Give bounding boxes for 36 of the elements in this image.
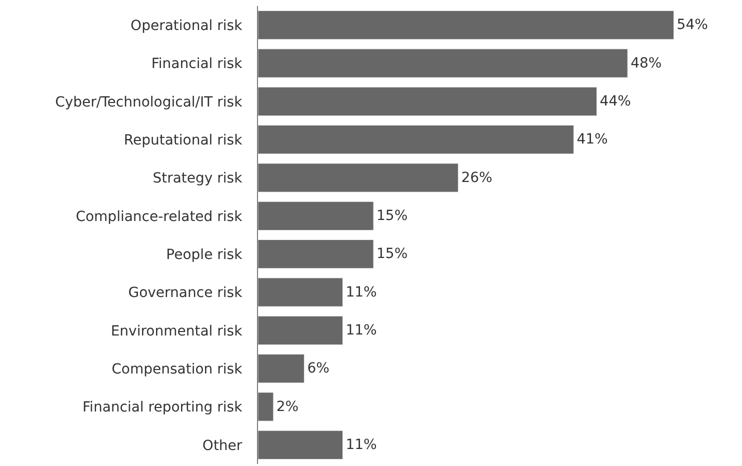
bar: [258, 10, 674, 40]
y-tick-label: Financial risk: [151, 56, 244, 72]
y-tick-label: Compensation risk: [112, 361, 244, 378]
bar: [258, 240, 374, 269]
y-tick-label: People risk: [166, 246, 244, 263]
bar: [258, 86, 598, 116]
bar: [258, 278, 343, 307]
data-label: 11%: [346, 284, 377, 300]
data-label: 2%: [276, 398, 299, 415]
data-label: 11%: [346, 436, 377, 453]
y-tick-label: Governance risk: [128, 285, 244, 302]
y-tick-label: Compliance-related risk: [76, 208, 244, 225]
data-label: 48%: [630, 55, 662, 72]
data-label: 11%: [346, 322, 377, 338]
data-label: 44%: [600, 93, 631, 110]
bar: [258, 354, 304, 384]
bar: [258, 125, 574, 154]
bar: [258, 430, 343, 460]
y-tick-label: Environmental risk: [110, 323, 244, 340]
y-tick-label: Strategy risk: [152, 170, 244, 187]
data-label: 54%: [676, 17, 708, 34]
bar: [258, 48, 628, 78]
data-label: 6%: [307, 360, 330, 377]
y-tick-label: Other: [202, 438, 242, 454]
y-tick-label: Cyber/Technological/IT risk: [55, 94, 244, 110]
bar: [258, 316, 343, 345]
data-label: 41%: [576, 132, 608, 148]
bar: [258, 201, 374, 230]
data-label: 15%: [376, 208, 408, 224]
bar: [258, 392, 274, 422]
bar: [258, 163, 458, 192]
y-tick-label: Financial reporting risk: [82, 400, 244, 416]
data-label: 26%: [461, 170, 492, 186]
data-label: 15%: [376, 246, 408, 262]
y-tick-label: Reputational risk: [124, 132, 244, 148]
y-tick-label: Operational risk: [130, 18, 244, 34]
